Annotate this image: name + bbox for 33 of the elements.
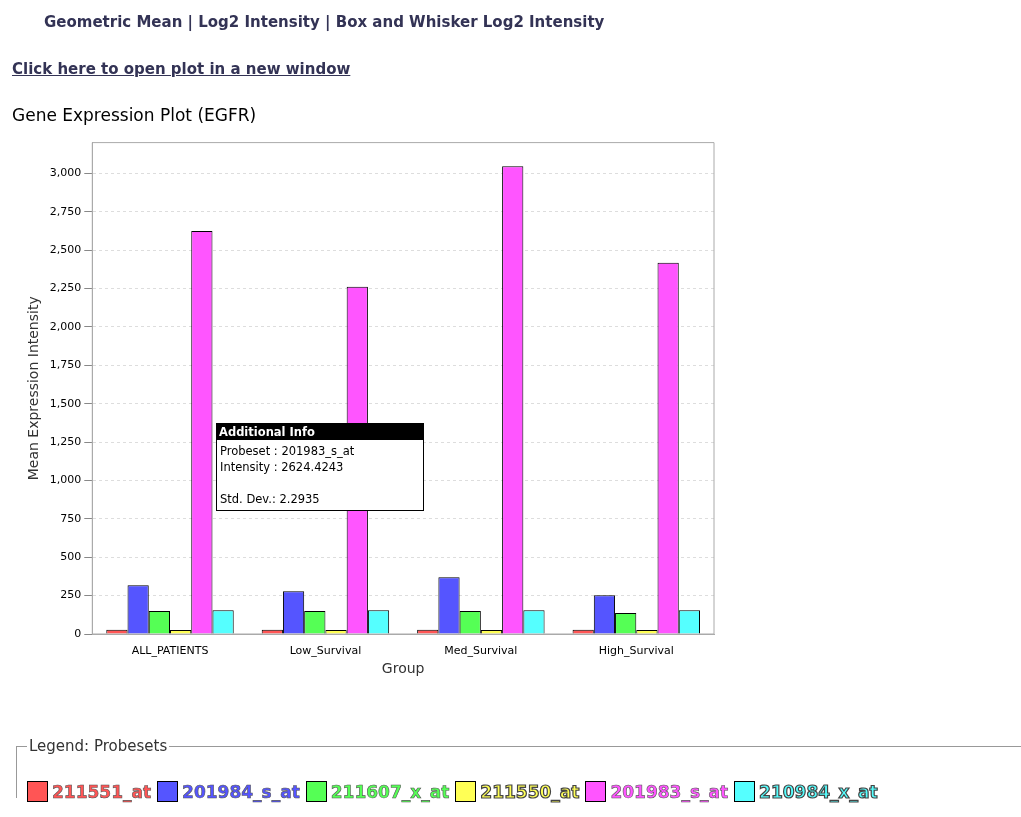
chart-title: Gene Expression Plot (EGFR) [12, 105, 257, 125]
legend-label: 211550_at [480, 781, 580, 802]
y-tick-label: 1,500 [49, 396, 82, 410]
y-tick-label: 500 [60, 550, 82, 564]
x-tick-label: ALL_PATIENTS [131, 644, 209, 658]
legend-label: 201983_s_at [610, 781, 729, 802]
x-tick-label: High_Survival [598, 644, 674, 658]
legend-label: 211551_at [52, 781, 152, 802]
y-tick-label: 2,750 [49, 204, 82, 218]
y-tick-label: 250 [60, 588, 82, 602]
y-tick-label: 1,750 [49, 358, 82, 372]
x-tick-label: Low_Survival [289, 644, 362, 658]
legend-label: 210984_x_at [759, 781, 878, 802]
y-tick-label: 750 [60, 511, 82, 525]
legend-title: Legend: Probesets [28, 737, 169, 755]
x-axis-title: Group [381, 660, 425, 677]
y-tick-label: 1,000 [49, 473, 82, 487]
annotation: Probeset : 201983_s_at [220, 443, 356, 459]
text: Geometric Mean | Log2 Intensity | Box and Whisker Log2 Intensity [44, 13, 605, 31]
y-tick-label: 0 [74, 626, 82, 640]
y-axis-title: Mean Expression Intensity [25, 296, 42, 481]
y-tick-label: 2,250 [49, 281, 82, 295]
text: Click here to open plot in a new window [12, 60, 351, 78]
legend-label: 211607_x_at [330, 781, 450, 802]
legend-label: 201984_s_at [182, 781, 300, 802]
annotation: Std. Dev.: 2.2935 [220, 491, 321, 507]
annotation: Intensity : 2624.4243 [220, 459, 345, 475]
y-tick-label: 2,500 [49, 242, 82, 256]
annotation: Additional Info [217, 424, 423, 440]
y-tick-label: 3,000 [49, 166, 82, 180]
y-tick-label: 2,000 [49, 319, 82, 333]
x-tick-label: Med_Survival [444, 644, 518, 658]
y-tick-label: 1,250 [49, 434, 82, 448]
